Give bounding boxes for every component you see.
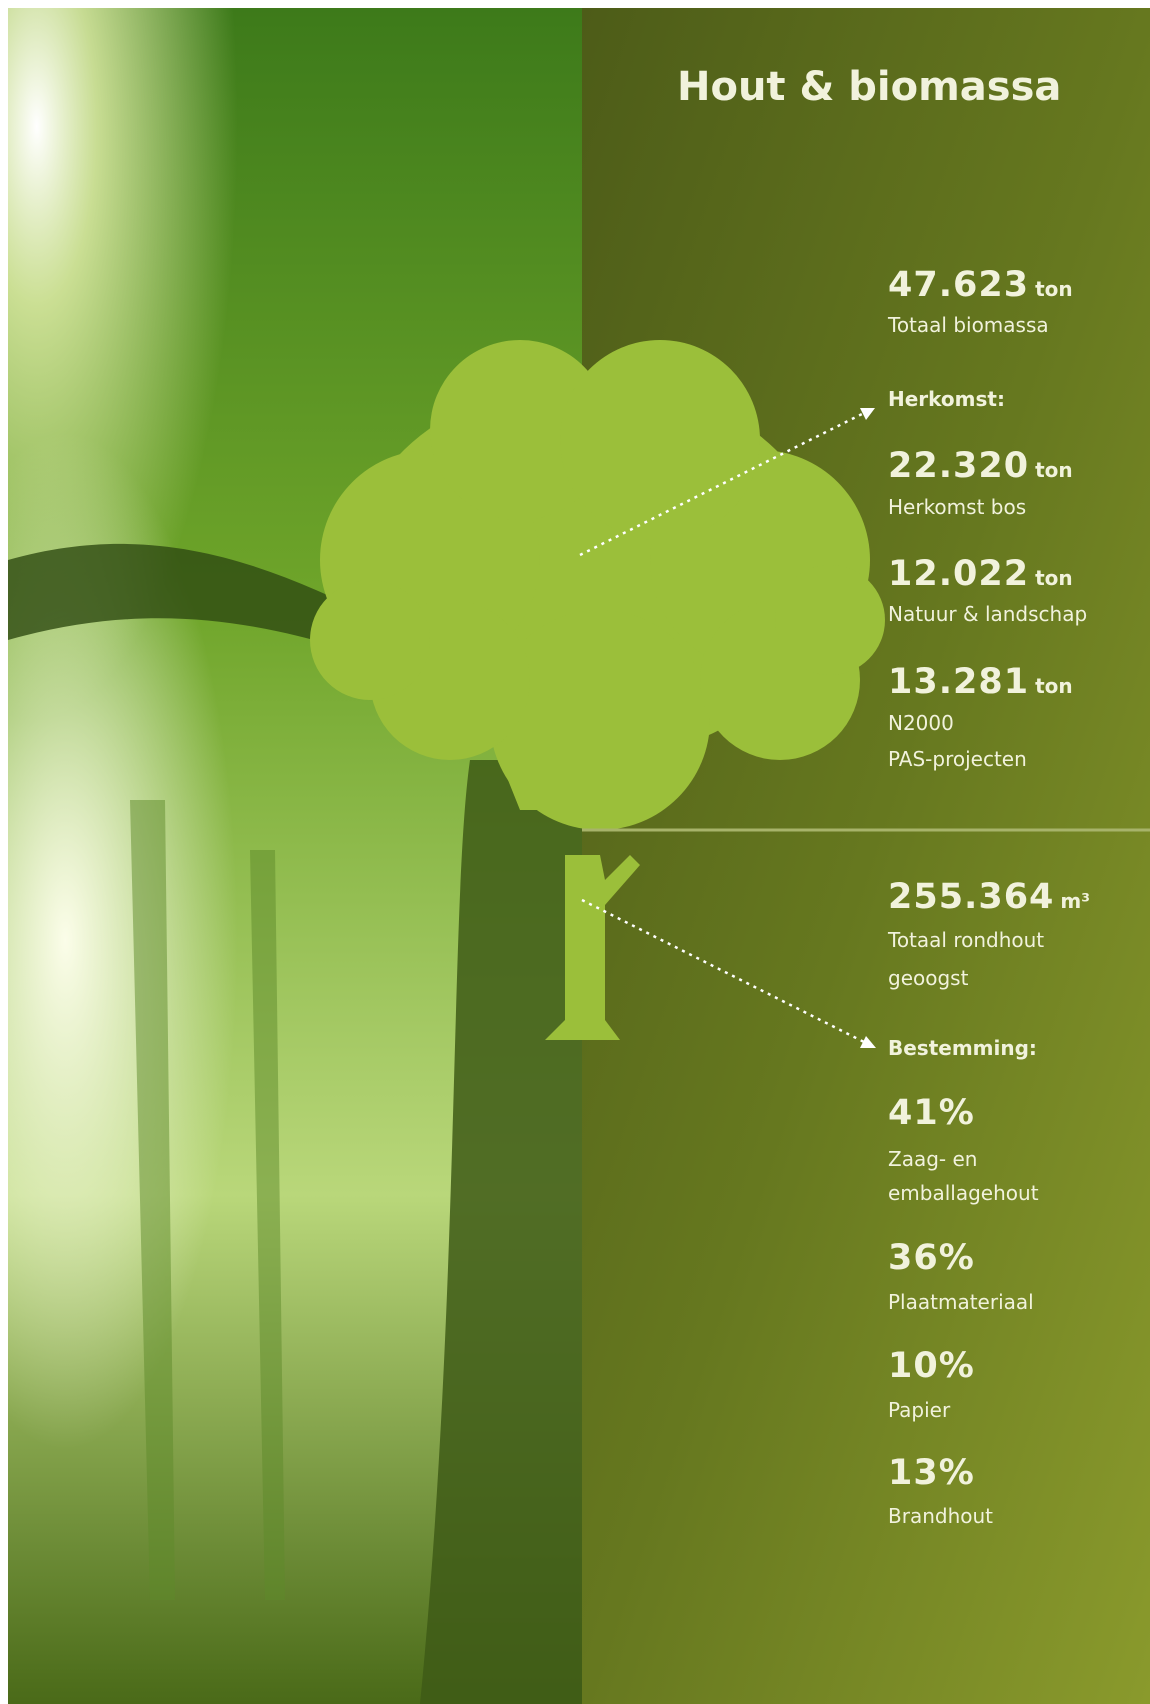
stat-label: Plaatmateriaal: [888, 1290, 1034, 1314]
unit: m³: [1060, 889, 1090, 913]
value: 47.623: [888, 265, 1029, 305]
stat-label: Natuur & landschap: [888, 602, 1087, 626]
title: Hout & biomassa: [677, 64, 1061, 110]
stat-label: PAS-projecten: [888, 747, 1027, 771]
background: [0, 0, 1150, 1704]
stat-label: N2000: [888, 711, 954, 735]
stat-value: 41%: [888, 1093, 975, 1133]
page: Hout & biomassa 47.623ton Totaal biomass…: [0, 0, 1150, 1704]
unit: ton: [1035, 674, 1073, 698]
stat-label: emballagehout: [888, 1181, 1039, 1205]
stat-value: 36%: [888, 1238, 975, 1278]
stat-label: Totaal rondhout: [888, 928, 1044, 952]
stat-label: geoogst: [888, 966, 968, 990]
section-heading: Bestemming:: [888, 1036, 1037, 1060]
value: 22.320: [888, 446, 1029, 486]
stat-label: Papier: [888, 1398, 950, 1422]
unit: ton: [1035, 277, 1073, 301]
unit: ton: [1035, 566, 1073, 590]
value: 255.364: [888, 877, 1054, 917]
stat-label: Brandhout: [888, 1504, 993, 1528]
value: 13.281: [888, 662, 1029, 702]
value: 12.022: [888, 554, 1029, 594]
unit: ton: [1035, 458, 1073, 482]
stat-label: Totaal biomassa: [888, 313, 1049, 337]
stat-label: Herkomst bos: [888, 495, 1026, 519]
stat-value: 10%: [888, 1346, 975, 1386]
section-heading: Herkomst:: [888, 387, 1005, 411]
stat-label: Zaag- en: [888, 1147, 977, 1171]
stat-value: 13%: [888, 1453, 975, 1493]
